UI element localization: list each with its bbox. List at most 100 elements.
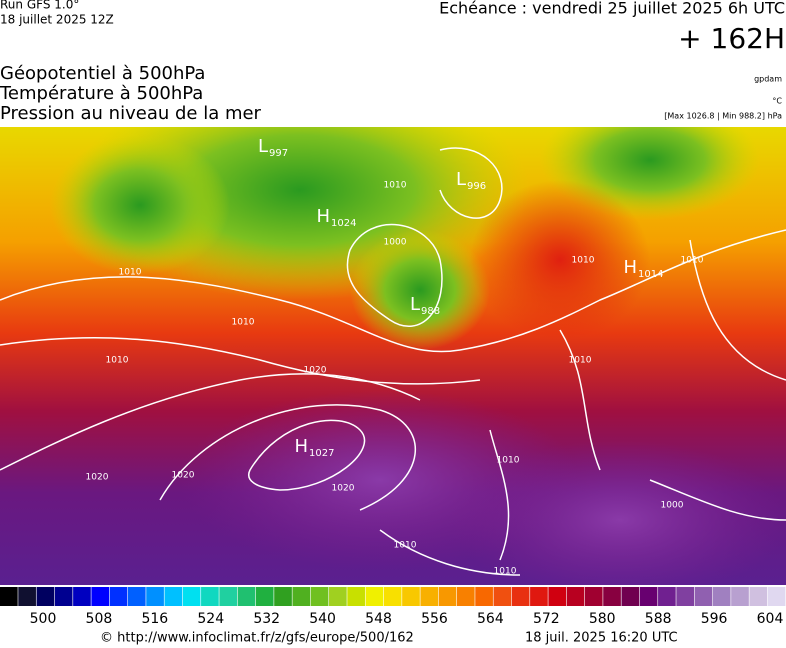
center-kind: H <box>623 257 637 278</box>
unit: °C <box>772 97 782 106</box>
center-kind: H <box>294 436 308 457</box>
colorbar-tick-label: 604 <box>757 611 784 627</box>
colorbar-swatch <box>712 587 731 606</box>
colorbar-swatch <box>347 587 365 606</box>
isobar-label: 1020 <box>332 484 355 494</box>
colorbar-swatch <box>219 587 238 606</box>
colorbar-tick-label: 588 <box>645 611 672 627</box>
colorbar-swatch <box>329 587 347 606</box>
colorbar-swatch <box>731 587 749 606</box>
colorbar-swatch <box>73 587 91 606</box>
colorbar-tick-label: 580 <box>589 611 616 627</box>
colorbar-swatch <box>749 587 768 606</box>
center-value: 1014 <box>638 269 663 280</box>
colorbar-swatch <box>237 587 256 606</box>
center-value: 1024 <box>331 218 356 229</box>
colorbar-swatch <box>584 587 603 606</box>
colorbar-swatch <box>310 587 329 606</box>
layer-title: Pression au niveau de la mer <box>0 103 262 124</box>
center-kind: L <box>258 136 268 157</box>
center-value: 996 <box>467 181 486 192</box>
unit: gpdam <box>754 75 782 84</box>
colorbar-swatch <box>530 587 548 606</box>
colorbar-tick-label: 556 <box>421 611 448 627</box>
source-url: © http://www.infoclimat.fr/z/gfs/europe/… <box>100 631 414 646</box>
colorbar-swatch <box>566 587 585 606</box>
isobar-label: 1010 <box>394 541 417 551</box>
isobar-label: 1020 <box>304 366 327 376</box>
valid-time: Echéance : vendredi 25 juillet 2025 6h U… <box>439 0 785 18</box>
colorbar-tick-label: 532 <box>253 611 280 627</box>
colorbar-tick-label: 596 <box>701 611 728 627</box>
isobar-label: 1010 <box>494 567 517 577</box>
lead-time: + 162H <box>678 22 785 55</box>
isobar-label: 1000 <box>384 238 407 248</box>
colorbar-tick-label: 540 <box>309 611 336 627</box>
colorbar-swatch <box>475 587 493 606</box>
isobar-label: 1010 <box>572 256 595 266</box>
colorbar-tick-label: 500 <box>30 611 57 627</box>
colorbar-tick-label: 564 <box>477 611 504 627</box>
colorbar-swatch <box>109 587 128 606</box>
colorbar-swatch <box>402 587 420 606</box>
map <box>0 127 786 585</box>
center-kind: H <box>316 206 330 227</box>
center-value: 997 <box>269 148 288 159</box>
colorbar-swatch <box>438 587 457 606</box>
center-kind: L <box>410 294 420 315</box>
colorbar-swatch <box>255 587 274 606</box>
colorbar-tick-label: 524 <box>197 611 224 627</box>
colorbar-swatch <box>767 587 786 606</box>
center-value: 988 <box>421 306 440 317</box>
run-label: Run GFS 1.0° <box>0 0 79 12</box>
isobar-label: 1020 <box>86 473 109 483</box>
colorbar-tick-label: 508 <box>86 611 113 627</box>
colorbar-swatch <box>127 587 146 606</box>
colorbar-swatch <box>621 587 640 606</box>
colorbar-swatch <box>383 587 402 606</box>
colorbar-swatch <box>420 587 439 606</box>
colorbar-swatch <box>0 587 18 606</box>
colorbar-swatch <box>164 587 183 606</box>
colorbar-swatch <box>676 587 695 606</box>
layer-title: Géopotentiel à 500hPa <box>0 63 205 84</box>
colorbar-swatch <box>694 587 713 606</box>
isobar-label: 1010 <box>384 181 407 191</box>
isobar-label: 1000 <box>661 501 684 511</box>
colorbar-swatch <box>146 587 164 606</box>
isobar-label: 1020 <box>172 471 195 481</box>
colorbar-swatch <box>639 587 658 606</box>
colorbar-tick-label: 572 <box>533 611 560 627</box>
isobar-label: 1010 <box>681 256 704 266</box>
colorbar-swatch <box>292 587 311 606</box>
isobars <box>0 147 786 576</box>
isobar-label: 1010 <box>497 456 520 466</box>
colorbar-swatch <box>493 587 512 606</box>
colorbar-tick-label: 516 <box>141 611 168 627</box>
colorbar-swatch <box>365 587 384 606</box>
isobar-label: 1010 <box>106 356 129 366</box>
colorbar-swatch <box>91 587 110 606</box>
colorbar-swatch <box>548 587 567 606</box>
colorbar-swatch <box>511 587 530 606</box>
timestamp: 18 juil. 2025 16:20 UTC <box>525 631 678 646</box>
center-kind: L <box>456 169 466 190</box>
center-value: 1027 <box>309 448 334 459</box>
colorbar-swatch <box>658 587 676 606</box>
colorbar-swatch <box>603 587 621 606</box>
colorbar-tick-label: 548 <box>365 611 392 627</box>
colorbar-swatch <box>456 587 475 606</box>
isobar-label: 1010 <box>569 356 592 366</box>
isobar-label: 1010 <box>119 268 142 278</box>
run-date: 18 juillet 2025 12Z <box>0 13 114 27</box>
colorbar-swatch <box>36 587 55 606</box>
colorbar-swatch <box>274 587 292 606</box>
unit: [Max 1026.8 | Min 988.2] hPa <box>664 112 782 121</box>
colorbar-swatch <box>182 587 201 606</box>
layer-title: Température à 500hPa <box>0 83 203 104</box>
colorbar-swatch <box>54 587 73 606</box>
colorbar-swatch <box>201 587 219 606</box>
colorbar-swatch <box>18 587 36 606</box>
isobar-label: 1010 <box>232 318 255 328</box>
